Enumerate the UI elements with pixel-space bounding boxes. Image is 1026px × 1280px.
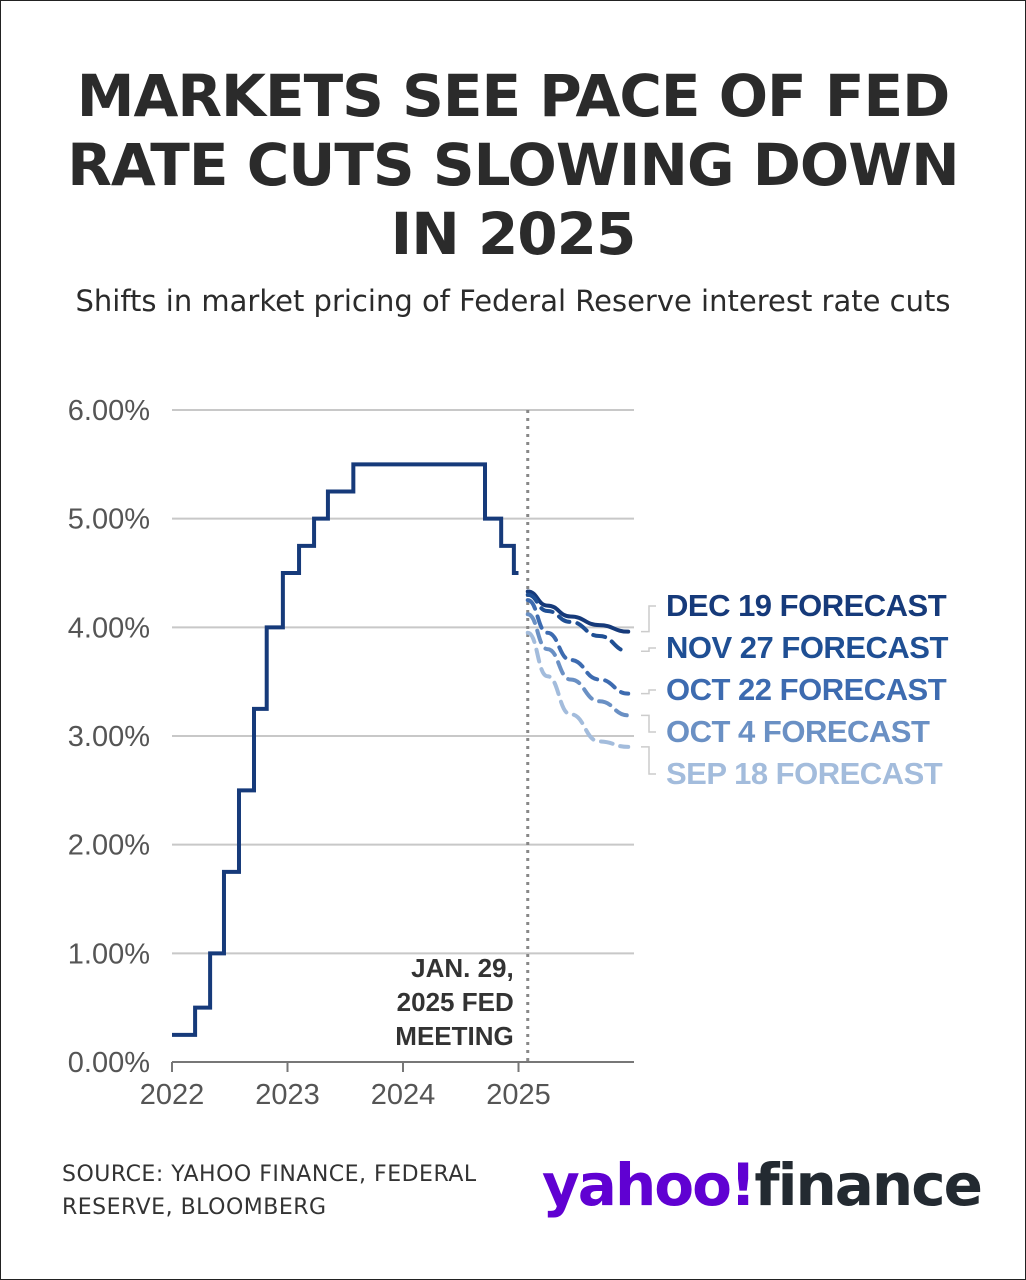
y-tick-label: 6.00% bbox=[68, 395, 150, 427]
x-tick-label: 2024 bbox=[371, 1079, 436, 1111]
x-tick-label: 2023 bbox=[255, 1079, 320, 1111]
legend-connector bbox=[641, 746, 656, 775]
x-tick-label: 2025 bbox=[486, 1079, 551, 1111]
legend-label: SEP 18 FORECAST bbox=[666, 756, 943, 791]
x-axis: 2022 2023 2024 2025 bbox=[140, 1062, 551, 1111]
legend-label: OCT 4 FORECAST bbox=[666, 714, 930, 749]
legend-label: OCT 22 FORECAST bbox=[666, 672, 947, 707]
y-axis: 0.00% 1.00% 2.00% 3.00% 4.00% 5.00% 6.00% bbox=[68, 395, 150, 1079]
forecast-line bbox=[525, 612, 631, 718]
logo-finance: finance bbox=[754, 1151, 983, 1219]
legend-label: NOV 27 FORECAST bbox=[666, 630, 948, 665]
legend-connector bbox=[641, 605, 656, 633]
logo-yahoo: yahoo! bbox=[542, 1151, 756, 1219]
y-tick-label: 3.00% bbox=[68, 721, 150, 753]
y-tick-label: 1.00% bbox=[68, 938, 150, 970]
yahoo-finance-logo: yahoo!finance bbox=[542, 1150, 983, 1220]
forecast-line bbox=[525, 630, 631, 749]
legend-connector bbox=[641, 689, 656, 695]
forecast-line bbox=[525, 589, 631, 634]
forecast-line bbox=[525, 598, 631, 696]
fed-meeting-label: MEETING bbox=[395, 1021, 513, 1051]
gridlines bbox=[172, 409, 634, 1063]
legend: DEC 19 FORECAST NOV 27 FORECAST OCT 22 FOR… bbox=[641, 588, 949, 791]
y-tick-label: 2.00% bbox=[68, 830, 150, 862]
forecast-line bbox=[525, 592, 631, 654]
fed-meeting-label: 2025 FED bbox=[397, 987, 514, 1017]
source-note: SOURCE: YAHOO FINANCE, FEDERAL RESERVE, … bbox=[62, 1162, 477, 1220]
series-lines bbox=[172, 462, 631, 1037]
y-tick-label: 5.00% bbox=[68, 504, 150, 536]
fed-meeting-marker: JAN. 29, 2025 FED MEETING bbox=[395, 410, 530, 1062]
fed-meeting-label: JAN. 29, bbox=[411, 953, 514, 983]
legend-connector bbox=[641, 714, 656, 733]
legend-label: DEC 19 FORECAST bbox=[666, 588, 947, 623]
y-tick-label: 0.00% bbox=[68, 1047, 150, 1079]
line-chart: 0.00% 1.00% 2.00% 3.00% 4.00% 5.00% 6.00% 2022… bbox=[68, 395, 949, 1111]
x-tick-label: 2022 bbox=[140, 1079, 205, 1111]
y-tick-label: 4.00% bbox=[68, 612, 150, 644]
legend-connector bbox=[641, 647, 656, 652]
chart-subtitle: Shifts in market pricing of Federal Rese… bbox=[75, 284, 951, 318]
rate-step-line bbox=[172, 462, 519, 1037]
chart-title: MARKETS SEE PACE OF FED RATE CUTS SLOWIN… bbox=[67, 62, 959, 268]
